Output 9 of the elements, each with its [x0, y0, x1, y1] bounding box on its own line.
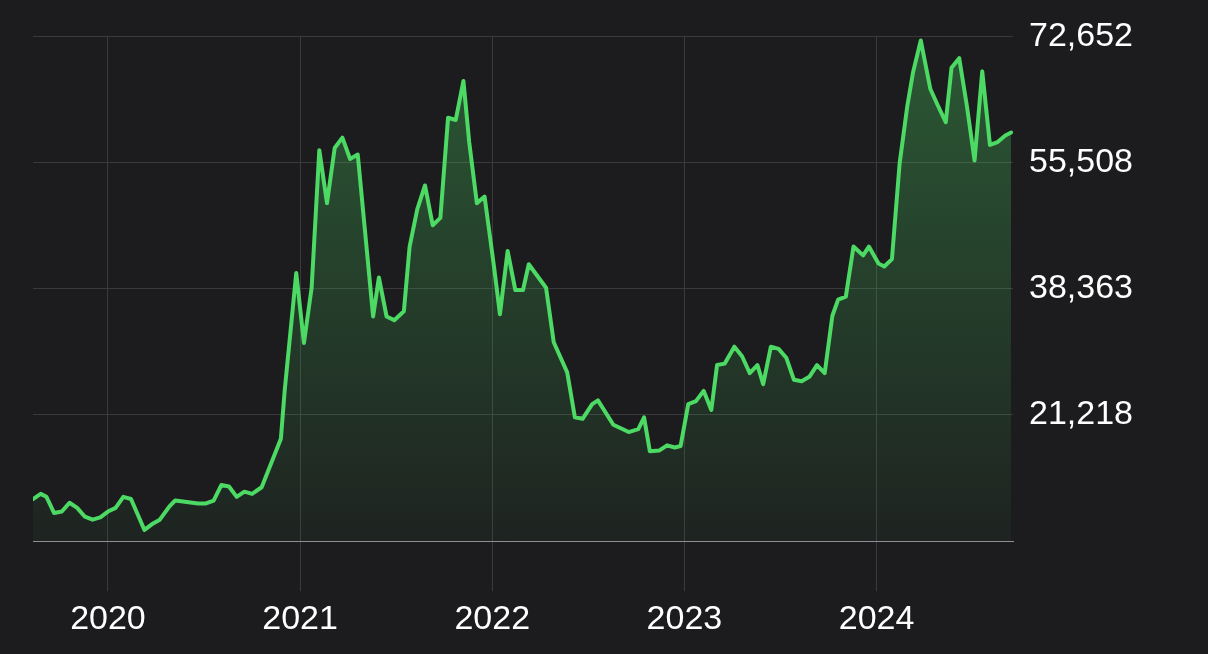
- y-tick-label: 38,363: [1029, 267, 1133, 306]
- x-tick-label: 2022: [454, 597, 531, 636]
- x-tick-label: 2020: [70, 597, 146, 636]
- x-tick-label: 2021: [262, 597, 338, 636]
- x-tick-label: 2023: [646, 597, 723, 636]
- x-tick-label: 2024: [838, 597, 915, 636]
- y-tick-label: 55,508: [1029, 140, 1133, 179]
- y-tick-label: 21,218: [1029, 393, 1133, 432]
- y-tick-label: 72,652: [1029, 14, 1133, 53]
